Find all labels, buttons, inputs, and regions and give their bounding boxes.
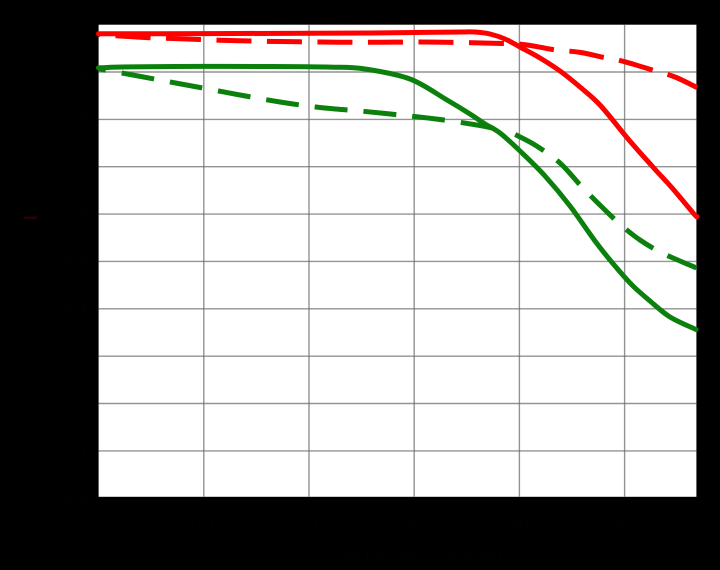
svg-text:0.3: 0.3 [64, 347, 88, 366]
svg-text:0.9: 0.9 [64, 63, 88, 82]
svg-text:0.8: 0.8 [64, 110, 88, 129]
svg-text:Spatial frequency (lp/mm): Spatial frequency (lp/mm) [308, 548, 502, 567]
svg-text:0.5: 0.5 [64, 253, 88, 272]
svg-text:30: 30 [405, 514, 424, 533]
svg-text:MTF: MTF [15, 227, 34, 262]
svg-text:40: 40 [510, 514, 529, 533]
svg-text:0.2: 0.2 [64, 395, 88, 414]
svg-text:0.4: 0.4 [64, 300, 88, 319]
svg-text:20: 20 [300, 514, 319, 533]
svg-text:0.7: 0.7 [64, 158, 88, 177]
svg-text:0.1: 0.1 [64, 442, 88, 461]
svg-text:0: 0 [94, 514, 103, 533]
svg-text:50: 50 [615, 514, 634, 533]
svg-text:1.0: 1.0 [64, 16, 88, 35]
svg-text:0.0: 0.0 [64, 489, 88, 508]
svg-text:10: 10 [194, 514, 213, 533]
svg-text:0.6: 0.6 [64, 205, 88, 224]
